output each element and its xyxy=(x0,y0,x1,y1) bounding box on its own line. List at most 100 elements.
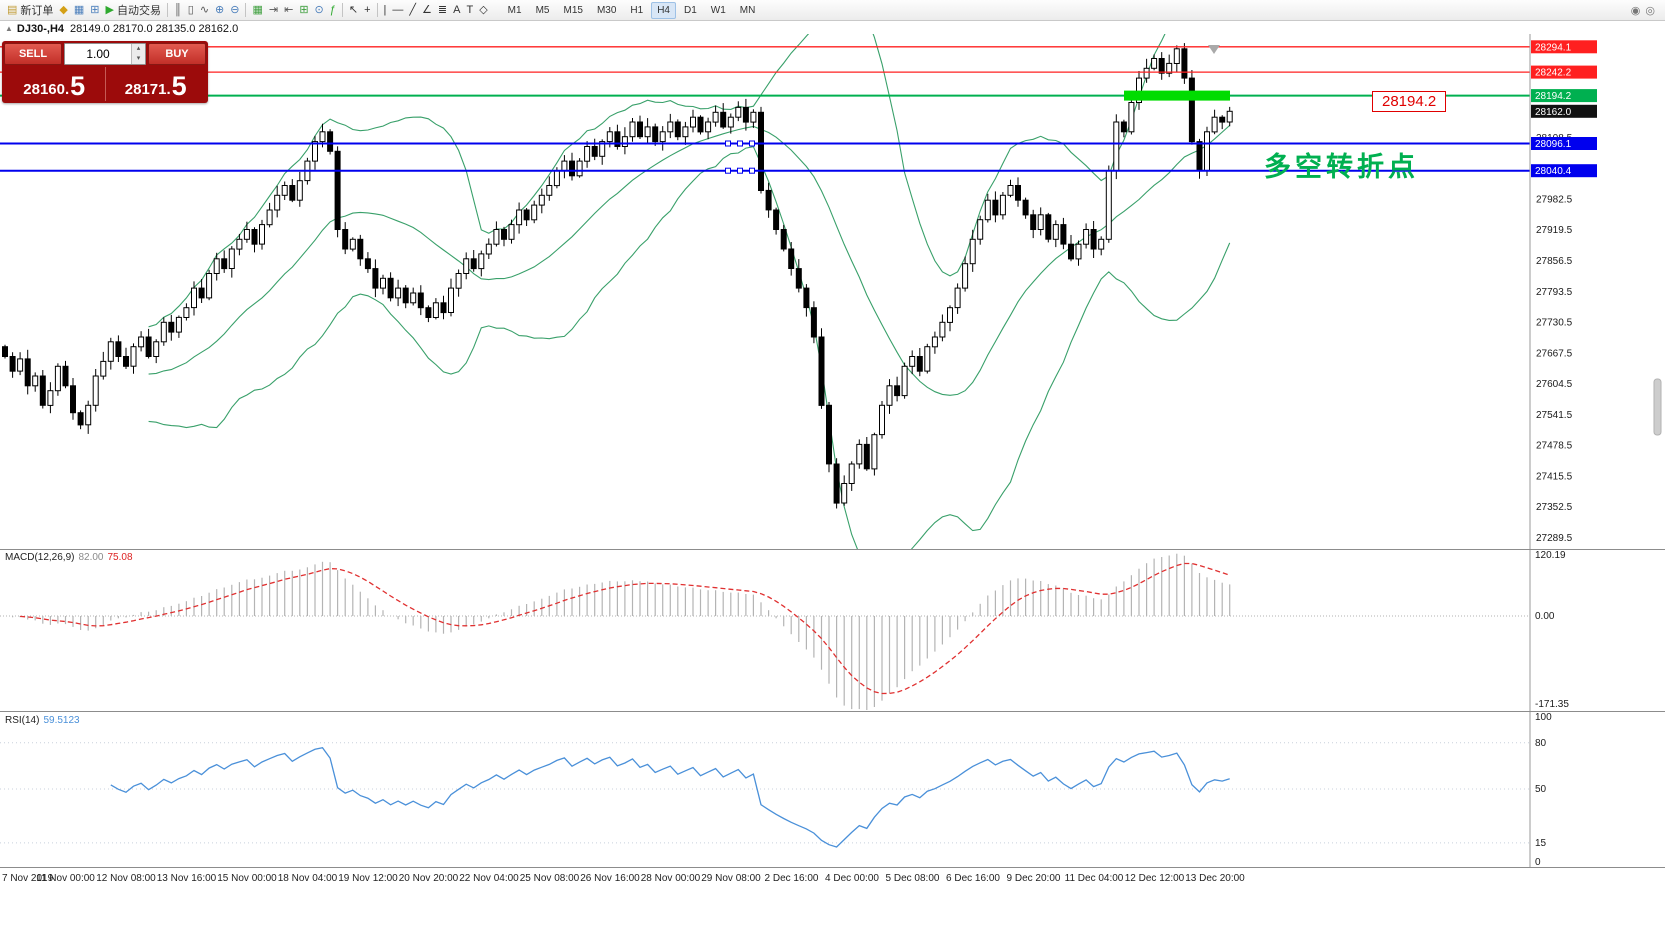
timeframe-d1-button[interactable]: D1 xyxy=(683,4,697,16)
volume-input[interactable] xyxy=(65,44,131,64)
svg-text:18 Nov 04:00: 18 Nov 04:00 xyxy=(278,873,338,884)
fibonacci-button[interactable]: ≣ xyxy=(435,2,450,18)
svg-text:100: 100 xyxy=(1535,712,1552,723)
chart-shift-icon: ⇤ xyxy=(284,3,294,16)
svg-text:120.19: 120.19 xyxy=(1535,550,1566,561)
macd-panel xyxy=(0,553,1530,710)
candlestick-chart-type-button[interactable]: ▯ xyxy=(185,2,197,18)
rsi-panel xyxy=(0,742,1530,848)
period-clock-button[interactable]: ⊙ xyxy=(312,2,327,18)
zoom-in-icon: ⊕ xyxy=(215,3,225,16)
trendline-button[interactable]: ╱ xyxy=(406,2,419,18)
timeframe-toolbar: M1 M5 M15 M30 H1 H4 D1 W1 MN xyxy=(501,1,763,19)
rsi-axis: 100 80 50 15 0 xyxy=(1535,712,1552,868)
svg-text:27604.5: 27604.5 xyxy=(1536,379,1573,390)
new-order-button[interactable]: ▤ 新订单 xyxy=(4,2,56,18)
cursor-button[interactable]: ↖ xyxy=(346,2,361,18)
timeframe-m30-button[interactable]: M30 xyxy=(596,4,617,16)
sell-button[interactable]: SELL xyxy=(4,43,62,65)
label-button[interactable]: T xyxy=(463,2,476,18)
crosshair-icon: + xyxy=(364,3,371,16)
cursor-icon: ↖ xyxy=(348,3,359,16)
svg-text:27856.5: 27856.5 xyxy=(1536,256,1573,267)
highlight-segment-object[interactable] xyxy=(1124,90,1230,101)
one-click-expand-icon[interactable]: ▲ xyxy=(5,24,13,33)
volume-down-button[interactable]: ▾ xyxy=(132,54,145,64)
toolbar-separator xyxy=(376,3,378,17)
community-icon[interactable]: ◎ xyxy=(1645,4,1655,17)
indicators-icon: ƒ xyxy=(329,3,336,16)
zoom-out-button[interactable]: ⊖ xyxy=(227,2,242,18)
tile-windows-button[interactable]: ▦ xyxy=(249,2,265,18)
gold-chart-icon[interactable]: ◆ xyxy=(56,2,70,18)
horizontal-line-icon: — xyxy=(392,3,404,16)
new-chart-button[interactable]: ⊞ xyxy=(296,2,311,18)
svg-text:28242.2: 28242.2 xyxy=(1535,68,1572,79)
crosshair-button[interactable]: + xyxy=(361,2,373,18)
vertical-line-icon: | xyxy=(383,3,387,16)
timeframe-m5-button[interactable]: M5 xyxy=(535,4,550,16)
svg-text:28194.2: 28194.2 xyxy=(1535,91,1572,102)
timeframe-h1-button[interactable]: H1 xyxy=(630,4,644,16)
data-window-icon[interactable]: ⊞ xyxy=(87,2,102,18)
svg-text:27289.5: 27289.5 xyxy=(1536,533,1573,544)
buy-price-main: 28171. xyxy=(124,81,171,98)
svg-text:19 Nov 12:00: 19 Nov 12:00 xyxy=(338,873,398,884)
shapes-button[interactable]: ◇ xyxy=(476,2,490,18)
chart-canvas[interactable]: 28108.527982.527919.527856.527793.527730… xyxy=(0,21,1665,947)
auto-scroll-icon: ⇥ xyxy=(268,3,279,16)
text-button[interactable]: A xyxy=(450,2,463,18)
svg-text:4 Dec 00:00: 4 Dec 00:00 xyxy=(825,873,879,884)
volume-up-button[interactable]: ▴ xyxy=(132,44,145,54)
zoom-out-icon: ⊖ xyxy=(230,3,240,16)
svg-text:80: 80 xyxy=(1535,738,1547,749)
panel-separators[interactable] xyxy=(0,549,1665,868)
buy-price-pip: 5 xyxy=(171,71,187,101)
buy-button[interactable]: BUY xyxy=(148,43,206,65)
one-click-trading-panel: SELL ▴ ▾ BUY 28160.5 28171.5 xyxy=(2,41,208,103)
candlesticks[interactable] xyxy=(2,43,1233,509)
chart-shift-button[interactable]: ⇤ xyxy=(281,2,296,18)
timeframe-m1-button[interactable]: M1 xyxy=(507,4,522,16)
market-watch-icon[interactable]: ▦ xyxy=(71,2,87,18)
price-label-object[interactable]: 28194.2 xyxy=(1372,91,1447,112)
svg-text:27982.5: 27982.5 xyxy=(1536,195,1573,206)
line-chart-type-button[interactable]: ∿ xyxy=(197,2,212,18)
svg-text:12 Nov 08:00: 12 Nov 08:00 xyxy=(96,873,156,884)
horizontal-line-objects[interactable] xyxy=(0,46,1530,174)
channel-icon: ∠ xyxy=(422,3,432,16)
search-icon[interactable]: ◉ xyxy=(1630,4,1641,17)
scrollbar-thumb[interactable] xyxy=(1653,378,1662,436)
bar-chart-type-button[interactable]: ║ xyxy=(171,2,185,18)
vertical-line-button[interactable]: | xyxy=(381,2,390,18)
symbol-period-label: DJ30-,H4 xyxy=(16,23,64,35)
chart-shift-marker[interactable] xyxy=(1208,45,1220,54)
toolbar-separator xyxy=(245,3,247,17)
bollinger-bands xyxy=(148,34,1231,549)
timeframe-m15-button[interactable]: M15 xyxy=(563,4,583,16)
svg-text:27541.5: 27541.5 xyxy=(1536,410,1573,421)
price-axis[interactable]: 28108.527982.527919.527856.527793.527730… xyxy=(1529,34,1597,867)
horizontal-line-button[interactable]: — xyxy=(389,2,406,18)
chart-ohlc-header: ▲ DJ30-,H4 28149.0 28170.0 28135.0 28162.0 xyxy=(5,23,238,35)
buy-price-button[interactable]: 28171. 5 xyxy=(106,67,207,101)
timeframe-h4-button[interactable]: H4 xyxy=(651,1,676,19)
zoom-in-button[interactable]: ⊕ xyxy=(212,2,227,18)
sell-price-button[interactable]: 28160. 5 xyxy=(4,67,106,101)
volume-stepper: ▴ ▾ xyxy=(131,44,145,64)
turning-point-annotation[interactable]: 多空转折点 xyxy=(1264,152,1419,182)
svg-text:9 Dec 20:00: 9 Dec 20:00 xyxy=(1007,873,1061,884)
autotrading-button[interactable]: ▶ 自动交易 xyxy=(103,2,164,18)
timeframe-w1-button[interactable]: W1 xyxy=(710,4,726,16)
svg-text:0: 0 xyxy=(1535,857,1541,868)
timeframe-mn-button[interactable]: MN xyxy=(739,4,756,16)
volume-box: ▴ ▾ xyxy=(64,43,146,65)
auto-scroll-button[interactable]: ⇥ xyxy=(266,2,281,18)
channel-button[interactable]: ∠ xyxy=(419,2,435,18)
svg-text:28162.0: 28162.0 xyxy=(1535,107,1572,118)
svg-text:28294.1: 28294.1 xyxy=(1535,42,1572,53)
svg-text:27730.5: 27730.5 xyxy=(1536,318,1573,329)
indicators-button[interactable]: ƒ xyxy=(327,2,339,18)
data-window-icon-icon: ⊞ xyxy=(90,3,100,16)
